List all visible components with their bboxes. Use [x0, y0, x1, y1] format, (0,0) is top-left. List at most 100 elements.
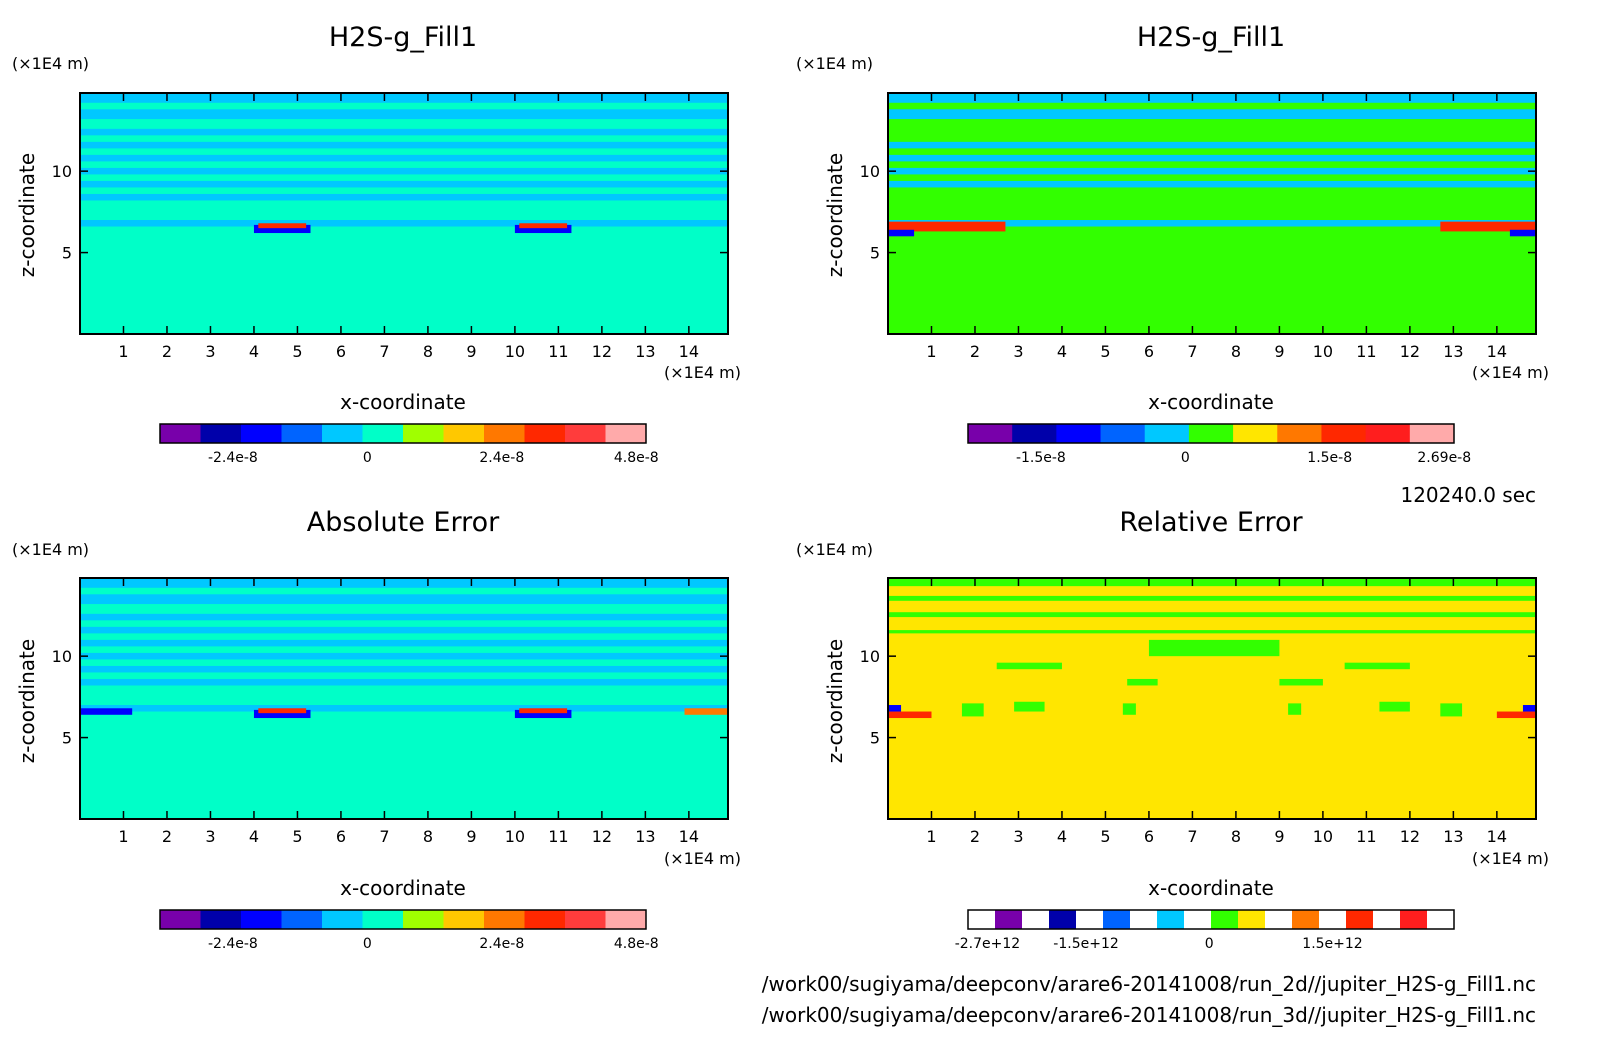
- z-tick-label: 10: [52, 162, 72, 181]
- colorbar-tick-label: 0: [1181, 450, 1190, 466]
- x-unit-label: (×1E4 m): [664, 363, 741, 382]
- contour-band: [80, 180, 728, 188]
- contour-feature: [888, 229, 915, 237]
- contour-band: [80, 128, 728, 136]
- contour-band: [888, 141, 1536, 149]
- x-tick-label: 4: [249, 827, 259, 846]
- z-axis-label: z-coordinate: [15, 153, 39, 277]
- colorbar-tick-label: -2.4e-8: [208, 936, 258, 952]
- colorbar-swatch: [1211, 910, 1239, 929]
- x-tick-label: 6: [336, 827, 346, 846]
- x-tick-label: 12: [592, 827, 612, 846]
- contour-band: [80, 665, 728, 673]
- x-tick-label: 1: [118, 342, 128, 361]
- contour-band: [80, 141, 728, 149]
- colorbar-swatch: [1373, 910, 1401, 929]
- contour-feature: [258, 223, 307, 229]
- file-path-3d: /work00/sugiyama/deepconv/arare6-2014100…: [762, 1003, 1536, 1027]
- x-tick-label: 8: [423, 342, 433, 361]
- colorbar-swatch: [1321, 424, 1367, 443]
- x-tick-label: 14: [679, 827, 699, 846]
- colorbar-swatch: [1012, 424, 1057, 443]
- x-tick-label: 14: [679, 342, 699, 361]
- contour-band: [80, 167, 728, 175]
- x-tick-label: 11: [548, 342, 568, 361]
- x-tick-label: 6: [1144, 342, 1154, 361]
- colorbar-swatch: [968, 424, 1013, 443]
- colorbar-swatch: [322, 910, 363, 929]
- colorbar-swatch: [1346, 910, 1374, 929]
- x-tick-label: 9: [1274, 342, 1284, 361]
- colorbar-tick-label: 0: [363, 450, 372, 466]
- colorbar-swatch: [565, 910, 606, 929]
- colorbar: -2.4e-8 0 2.4e-8 4.8e-8: [159, 423, 659, 466]
- colorbar-swatch: [200, 424, 242, 443]
- colorbar-swatch: [995, 910, 1023, 929]
- contour-feature: [80, 708, 133, 715]
- colorbar-swatch: [524, 910, 566, 929]
- colorbar-swatch: [160, 424, 201, 443]
- panel-top-right: H2S-g_Fill1 (×1E4 m) 1 2 3 4 5 6 7 8 9 10 11 12 13 14…: [796, 22, 1549, 466]
- contour-band: [888, 93, 1536, 103]
- contour-feature: [258, 708, 307, 714]
- panel-title: Absolute Error: [307, 507, 500, 538]
- contour-band: [80, 154, 728, 162]
- colorbar-swatch: [1130, 910, 1158, 929]
- x-tick-label: 11: [1356, 342, 1376, 361]
- colorbar-swatch: [484, 424, 525, 443]
- colorbar-swatch: [1233, 424, 1278, 443]
- colorbar-swatch: [281, 424, 323, 443]
- plot-frame: [79, 577, 729, 820]
- colorbar-swatch: [241, 424, 282, 443]
- contour-feature: [996, 662, 1062, 670]
- x-tick-label: 8: [1231, 342, 1241, 361]
- plot-frame: [79, 92, 729, 335]
- contour-feature: [253, 224, 311, 234]
- colorbar-swatch: [403, 424, 444, 443]
- contour-band: [80, 220, 728, 227]
- colorbar-tick-label: 0: [363, 936, 372, 952]
- colorbar-tick-label: 1.5e-8: [1307, 450, 1352, 466]
- z-tick-label: 5: [870, 729, 880, 748]
- contour-band: [80, 193, 728, 201]
- colorbar-frame: [967, 423, 1455, 444]
- colorbar-frame: [159, 909, 647, 930]
- z-tick-label: 5: [62, 729, 72, 748]
- colorbar-tick-label: 4.8e-8: [614, 936, 659, 952]
- colorbar-swatch: [1056, 424, 1102, 443]
- contour-feature: [1279, 678, 1323, 686]
- colorbar-tick-label: 2.4e-8: [479, 936, 524, 952]
- colorbar-swatch: [322, 424, 363, 443]
- colorbar-swatch: [241, 910, 282, 929]
- field-background: [888, 578, 1536, 819]
- z-tick-label: 5: [62, 244, 72, 263]
- x-tick-label: 5: [1100, 342, 1110, 361]
- colorbar-swatch: [281, 910, 323, 929]
- x-tick-label: 3: [1013, 827, 1023, 846]
- contour-feature: [888, 711, 932, 719]
- panel-bottom-left: Absolute Error (×1E4 m) 1 2 3 4 5 6 7 8 9 10 11 12 1…: [12, 507, 741, 952]
- contour-feature: [888, 221, 1006, 232]
- x-axis-label: x-coordinate: [1148, 876, 1274, 900]
- x-tick-label: 2: [970, 342, 980, 361]
- colorbar: -1.5e-8 0 1.5e-8 2.69e-8: [967, 423, 1471, 466]
- contour-band: [888, 578, 1536, 587]
- contour-band: [888, 595, 1536, 601]
- x-tick-label: 13: [1443, 827, 1463, 846]
- file-path-2d: /work00/sugiyama/deepconv/arare6-2014100…: [762, 972, 1536, 996]
- contour-feature: [519, 223, 568, 229]
- colorbar-swatch: [1184, 910, 1212, 929]
- colorbar-swatch: [200, 910, 242, 929]
- x-tick-label: 7: [1187, 827, 1197, 846]
- contour-band: [80, 639, 728, 647]
- x-tick-label: 10: [505, 342, 525, 361]
- x-tick-label: 9: [466, 827, 476, 846]
- x-tick-label: 14: [1487, 827, 1507, 846]
- colorbar-swatch: [565, 424, 606, 443]
- x-tick-label: 2: [162, 342, 172, 361]
- z-axis-label: z-coordinate: [823, 153, 847, 277]
- x-axis-label: x-coordinate: [1148, 390, 1274, 414]
- x-tick-label: 7: [1187, 342, 1197, 361]
